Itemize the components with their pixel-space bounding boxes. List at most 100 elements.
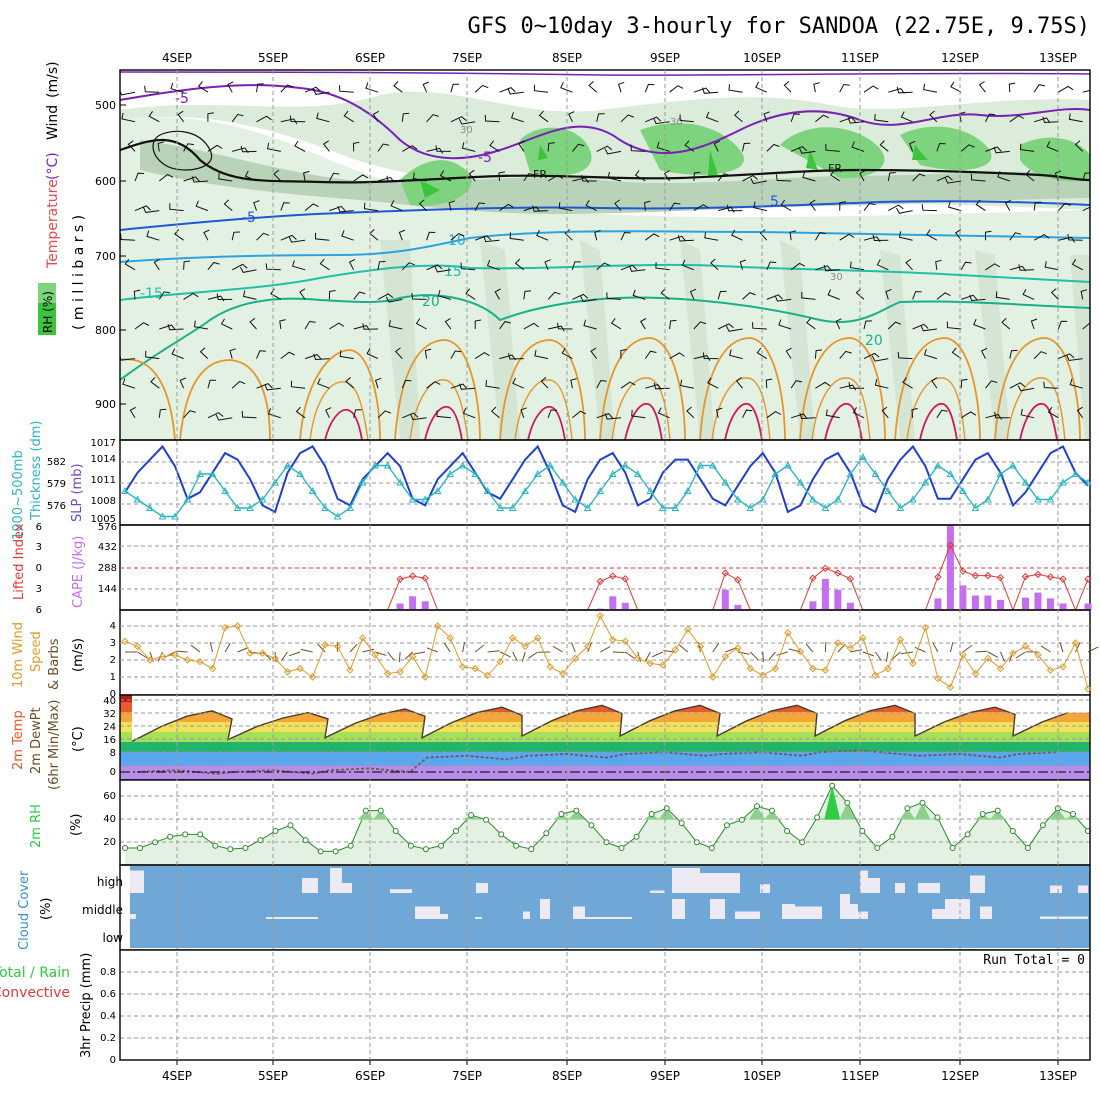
thickness-marker — [784, 461, 792, 469]
thickness-marker — [1034, 495, 1042, 503]
lifted-index-label: Lifted Index — [12, 523, 27, 600]
thickness-marker — [871, 469, 880, 477]
wind10m-barb — [487, 650, 500, 653]
svg-text:1011: 1011 — [91, 475, 116, 486]
upper-wind-barb — [960, 144, 975, 152]
upper-wind-barb — [294, 140, 306, 152]
upper-wind-barb — [645, 384, 662, 390]
lifted-index-marker — [846, 575, 855, 583]
cloud-bar-middle — [795, 906, 822, 919]
rh2m-marker — [242, 845, 249, 851]
upper-wind-barb — [995, 291, 1010, 300]
upper-wind-barb — [319, 258, 330, 271]
upper-wind-barb — [288, 236, 306, 243]
cape-label: CAPE (J/kg) — [71, 536, 86, 608]
thickness-label: 1000~500mb — [11, 450, 26, 540]
upper-wind-barb — [518, 140, 525, 152]
upper-wind-barb — [183, 143, 194, 152]
cape-bar — [1084, 603, 1092, 610]
upper-wind-barb — [418, 199, 427, 211]
upper-wind-barb — [547, 142, 555, 152]
upper-wind-barb — [874, 113, 889, 123]
bottom-date-axis: 4SEP 5SEP 6SEP 7SEP 8SEP 9SEP 10SEP 11SE… — [162, 1060, 1077, 1083]
upper-wind-barb — [759, 229, 768, 241]
thickness-marker — [146, 503, 154, 511]
precip-left-label-2: Convective — [0, 985, 70, 1001]
temp-contour-5 — [120, 200, 1090, 231]
wind10m-marker — [984, 654, 992, 663]
lifted-index-marker — [408, 572, 417, 580]
upper-left-labels: Wind (m/s) Temperature (°C) ( m i l l i … — [38, 61, 87, 335]
wind10m-marker — [909, 659, 917, 668]
upper-wind-barb — [153, 258, 160, 271]
wind10m-barb — [404, 651, 413, 660]
contour-labels: -5 -5 -5 5 10 15 20 -15 20 30 30 30 FR F… — [140, 91, 883, 349]
upper-wind-barb — [523, 206, 541, 212]
upper-wind-barb — [377, 260, 386, 270]
rh2m-marker — [859, 828, 866, 834]
upper-wind-barb — [207, 144, 223, 152]
wind10m-barb — [1087, 646, 1099, 653]
upper-wind-barb — [1009, 349, 1018, 359]
upper-wind-barb — [876, 259, 889, 271]
rh2m-peak — [658, 808, 675, 820]
upper-wind-barb — [365, 82, 379, 93]
upper-wind-barb — [474, 202, 486, 211]
upper-wind-barb — [216, 293, 233, 301]
wind10m-barb — [224, 642, 231, 653]
thickness-marker — [471, 469, 480, 477]
svg-text:0: 0 — [110, 689, 116, 700]
upper-wind-barb — [756, 347, 768, 360]
wind10m-barb — [768, 651, 776, 661]
wind10m-marker — [321, 640, 329, 649]
upper-wind-barb — [731, 229, 743, 241]
upper-wind-barb — [896, 207, 913, 214]
upper-wind-barb — [936, 409, 948, 419]
upper-wind-barb — [280, 118, 298, 125]
svg-text:6: 6 — [36, 605, 42, 616]
rh2m-marker — [317, 848, 324, 855]
thickness-marker — [358, 478, 367, 486]
upper-wind-barb — [717, 173, 731, 182]
upper-wind-barb — [689, 288, 697, 300]
upper-wind-barb — [129, 406, 136, 419]
svg-text:576: 576 — [98, 522, 117, 533]
wind10m-marker — [421, 673, 429, 681]
cloud-bar-high — [868, 878, 880, 893]
upper-wind-barb — [353, 174, 369, 182]
thickness-marker — [371, 461, 379, 469]
cape-bar — [1034, 592, 1042, 610]
cloud-bar-high — [860, 870, 868, 893]
cape-bar — [997, 599, 1004, 610]
thickness-marker — [246, 503, 254, 511]
upper-wind-barb — [881, 406, 889, 419]
cloud-bar-middle — [945, 899, 970, 919]
upper-wind-barb — [660, 288, 670, 300]
rh2m-marker — [302, 837, 309, 844]
thickness-marker — [458, 461, 467, 469]
rh2m-marker — [799, 839, 806, 846]
upper-wind-barb — [798, 147, 816, 154]
wind10m-barb — [678, 644, 689, 653]
upper-wind-barb — [725, 325, 743, 332]
upper-wind-barb — [640, 318, 647, 330]
upper-wind-barb — [127, 140, 136, 152]
upper-wind-barb — [604, 148, 622, 155]
upper-wind-barb — [897, 351, 913, 360]
wind10m-marker — [196, 657, 204, 666]
date-label-bottom: 12SEP — [941, 1069, 979, 1083]
upper-wind-barb — [547, 409, 558, 418]
rh2m-peak — [989, 810, 1006, 820]
contour-label: 10 — [448, 233, 466, 249]
upper-wind-barb — [401, 379, 412, 389]
upper-wind-barb — [444, 317, 452, 330]
wind10m-marker — [521, 642, 529, 651]
upper-wind-barb — [547, 325, 565, 332]
upper-wind-barb — [231, 231, 240, 241]
upper-wind-barb — [388, 320, 403, 330]
wind10m-marker — [846, 644, 855, 652]
thickness-marker — [809, 495, 817, 503]
wind10m-marker — [258, 649, 267, 657]
upper-wind-barb — [489, 140, 500, 152]
svg-text:576: 576 — [47, 501, 66, 512]
